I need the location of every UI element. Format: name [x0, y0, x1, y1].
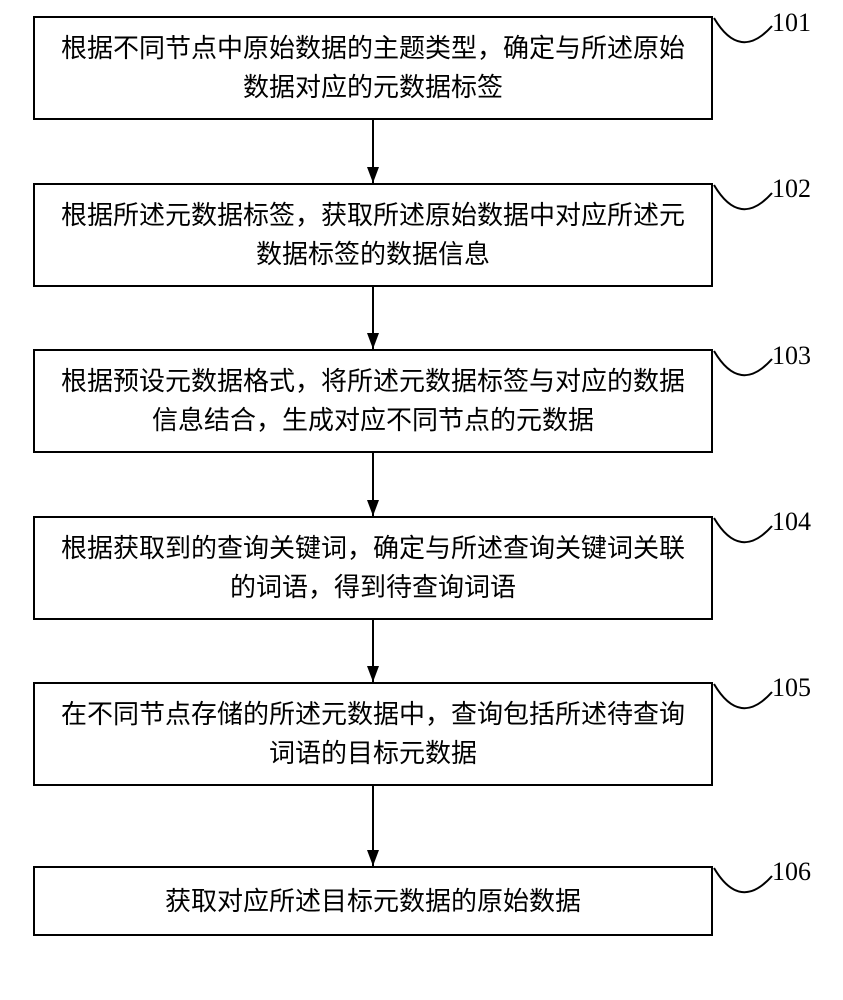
flow-step-106: 获取对应所述目标元数据的原始数据	[33, 866, 713, 936]
label-leader	[714, 684, 772, 708]
connectors-svg	[0, 0, 843, 1000]
flow-step-105-text: 在不同节点存储的所述元数据中，查询包括所述待查询 词语的目标元数据	[61, 695, 685, 773]
label-leader	[714, 351, 772, 375]
step-label-103: 103	[772, 341, 811, 371]
step-label-105: 105	[772, 673, 811, 703]
step-label-102: 102	[772, 174, 811, 204]
label-leader	[714, 518, 772, 542]
step-label-101: 101	[772, 8, 811, 38]
flowchart-canvas: 根据不同节点中原始数据的主题类型，确定与所述原始 数据对应的元数据标签 根据所述…	[0, 0, 843, 1000]
flow-step-101: 根据不同节点中原始数据的主题类型，确定与所述原始 数据对应的元数据标签	[33, 16, 713, 120]
label-leader	[714, 18, 772, 42]
step-label-106: 106	[772, 857, 811, 887]
flow-step-106-text: 获取对应所述目标元数据的原始数据	[165, 882, 581, 921]
flow-step-104-text: 根据获取到的查询关键词，确定与所述查询关键词关联 的词语，得到待查询词语	[61, 529, 685, 607]
flow-step-105: 在不同节点存储的所述元数据中，查询包括所述待查询 词语的目标元数据	[33, 682, 713, 786]
flow-step-102-text: 根据所述元数据标签，获取所述原始数据中对应所述元 数据标签的数据信息	[61, 196, 685, 274]
step-label-104: 104	[772, 507, 811, 537]
flow-step-101-text: 根据不同节点中原始数据的主题类型，确定与所述原始 数据对应的元数据标签	[61, 29, 685, 107]
flow-step-103: 根据预设元数据格式，将所述元数据标签与对应的数据 信息结合，生成对应不同节点的元…	[33, 349, 713, 453]
flow-step-103-text: 根据预设元数据格式，将所述元数据标签与对应的数据 信息结合，生成对应不同节点的元…	[61, 362, 685, 440]
label-leader	[714, 185, 772, 209]
flow-step-102: 根据所述元数据标签，获取所述原始数据中对应所述元 数据标签的数据信息	[33, 183, 713, 287]
label-leader	[714, 868, 772, 892]
flow-step-104: 根据获取到的查询关键词，确定与所述查询关键词关联 的词语，得到待查询词语	[33, 516, 713, 620]
